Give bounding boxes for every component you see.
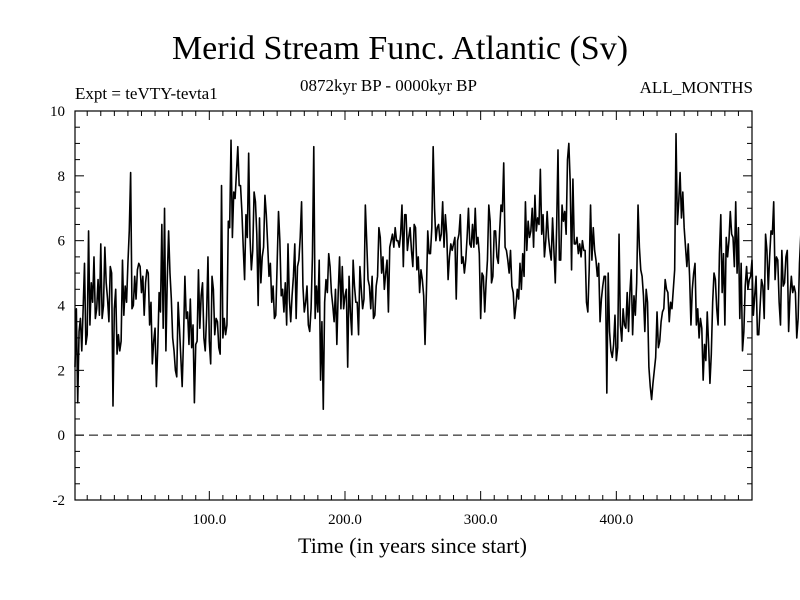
x-tick-label: 100.0 [192,512,226,528]
y-tick-label: 10 [50,104,65,120]
y-tick-label: 4 [58,299,66,315]
experiment-label: Expt = teVTY-tevta1 [75,84,218,103]
chart-title: Merid Stream Func. Atlantic (Sv) [171,30,629,67]
y-tick-label: 6 [58,234,66,250]
x-tick-label: 300.0 [464,512,498,528]
plot-frame [74,110,753,501]
months-label: ALL_MONTHS [639,78,753,97]
y-tick-label: 2 [58,363,66,379]
x-tick-label: 200.0 [328,512,362,528]
y-tick-label: 8 [58,169,66,185]
x-axis-label: Time (in years since start) [298,533,527,558]
time-range-label: 0872kyr BP - 0000kyr BP [300,76,477,95]
series-line [74,132,800,411]
y-tick-label: 0 [58,428,66,444]
y-tick-label: -2 [53,493,66,509]
x-tick-label: 400.0 [599,512,633,528]
